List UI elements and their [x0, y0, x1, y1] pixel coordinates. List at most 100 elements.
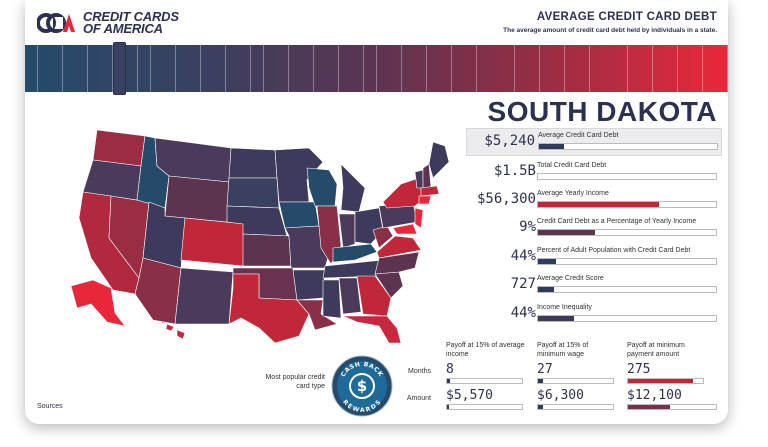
state-wa[interactable] — [92, 129, 146, 167]
strip-cell[interactable] — [414, 45, 428, 92]
strip-cell[interactable] — [137, 45, 152, 92]
state-nd[interactable] — [228, 147, 278, 179]
strip-cell[interactable] — [37, 45, 51, 92]
strip-cell[interactable] — [225, 45, 239, 92]
state-va[interactable] — [376, 235, 422, 259]
state-ma[interactable] — [420, 185, 440, 197]
state-md[interactable] — [392, 223, 418, 235]
stat-row[interactable]: $56,300 Average Yearly Income — [466, 187, 722, 215]
state-ky[interactable] — [332, 243, 378, 263]
strip-cell[interactable] — [564, 45, 578, 92]
payoff-amount-value: $6,300 — [537, 388, 584, 403]
us-map[interactable] — [53, 118, 453, 343]
strip-cell[interactable] — [665, 45, 679, 92]
strip-cell[interactable] — [602, 45, 616, 92]
strip-cell[interactable] — [589, 45, 603, 92]
strip-cell[interactable] — [376, 45, 390, 92]
strip-cell[interactable] — [263, 45, 277, 92]
strip-cell[interactable] — [100, 45, 114, 92]
state-al[interactable] — [338, 277, 362, 315]
state-co[interactable] — [180, 217, 246, 267]
stat-row[interactable]: $5,240 Average Credit Card Debt — [466, 128, 722, 156]
strip-cell[interactable] — [200, 45, 214, 92]
strip-cell[interactable] — [188, 45, 202, 92]
strip-cell[interactable] — [502, 45, 516, 92]
strip-cell[interactable] — [464, 45, 478, 92]
stat-row[interactable]: 727 Average Credit Score — [466, 272, 722, 300]
state-color-strip[interactable] — [25, 42, 728, 95]
strip-cell[interactable] — [313, 45, 327, 92]
state-wy[interactable] — [164, 175, 230, 223]
stat-bar — [537, 201, 717, 208]
strip-cell[interactable] — [702, 45, 716, 92]
strip-cell[interactable] — [677, 45, 691, 92]
strip-cell[interactable] — [652, 45, 666, 92]
strip-cell[interactable] — [627, 45, 641, 92]
strip-cell[interactable] — [250, 45, 264, 92]
strip-cell[interactable] — [552, 45, 566, 92]
strip-cell[interactable] — [426, 45, 440, 92]
strip-cell[interactable] — [213, 45, 227, 92]
strip-cell[interactable] — [125, 45, 139, 92]
state-in[interactable] — [338, 213, 356, 249]
stat-row[interactable]: 44% Income Inequality — [466, 301, 722, 329]
strip-cell[interactable] — [62, 45, 76, 92]
strip-cell[interactable] — [640, 45, 654, 92]
strip-cell[interactable] — [288, 45, 302, 92]
strip-cell[interactable] — [577, 45, 591, 92]
state-ak[interactable] — [70, 279, 126, 327]
strip-cell[interactable] — [163, 45, 177, 92]
stat-row[interactable]: $1.5B Total Credit Card Debt — [466, 159, 722, 187]
strip-cell[interactable] — [489, 45, 503, 92]
strip-cell[interactable] — [50, 45, 64, 92]
state-mi[interactable] — [340, 163, 366, 213]
strip-cell[interactable] — [451, 45, 465, 92]
state-mn[interactable] — [274, 147, 324, 203]
strip-selected-marker[interactable] — [112, 42, 126, 95]
strip-cell[interactable] — [150, 45, 164, 92]
strip-cell[interactable] — [276, 45, 290, 92]
strip-cell[interactable] — [326, 45, 340, 92]
strip-cell[interactable] — [389, 45, 403, 92]
state-wv[interactable] — [372, 225, 394, 249]
strip-cell[interactable] — [615, 45, 629, 92]
strip-cell[interactable] — [715, 45, 728, 92]
strip-cell[interactable] — [363, 45, 377, 92]
strip-cell[interactable] — [301, 45, 315, 92]
state-ia[interactable] — [278, 201, 320, 229]
strip-cell[interactable] — [539, 45, 553, 92]
state-ar[interactable] — [292, 269, 326, 301]
payoff-amount-value: $5,570 — [446, 388, 493, 403]
stat-row[interactable]: 44% Percent of Adult Population with Cred… — [466, 244, 722, 272]
state-ks[interactable] — [242, 233, 292, 267]
state-me[interactable] — [428, 141, 450, 179]
strip-cell[interactable] — [401, 45, 415, 92]
state-nj[interactable] — [414, 207, 424, 229]
state-fl[interactable] — [342, 315, 402, 343]
state-ms[interactable] — [322, 279, 342, 319]
strip-cell[interactable] — [527, 45, 541, 92]
cash-back-rewards-badge[interactable]: $ CASH BACK REWARDS — [331, 355, 393, 417]
state-az[interactable] — [134, 257, 182, 325]
strip-cell[interactable] — [87, 45, 101, 92]
state-tx[interactable] — [228, 273, 310, 343]
strip-cell[interactable] — [175, 45, 189, 92]
strip-cell[interactable] — [351, 45, 365, 92]
strip-cell[interactable] — [238, 45, 252, 92]
sources-link[interactable]: Sources — [37, 403, 63, 410]
strip-cell[interactable] — [514, 45, 528, 92]
state-nc[interactable] — [374, 251, 420, 275]
strip-cell[interactable] — [476, 45, 490, 92]
brand-logo[interactable]: CREDIT CARDS OF AMERICA — [37, 10, 179, 35]
strip-cell[interactable] — [338, 45, 352, 92]
strip-cell[interactable] — [690, 45, 704, 92]
state-sd[interactable] — [226, 177, 280, 209]
strip-cell[interactable] — [25, 45, 39, 92]
strip-cell[interactable] — [75, 45, 89, 92]
state-ga[interactable] — [356, 275, 392, 317]
state-wi[interactable] — [306, 167, 338, 207]
state-ct[interactable] — [418, 195, 432, 205]
stat-row[interactable]: 9% Credit Card Debt as a Percentage of Ye… — [466, 215, 722, 243]
strip-cell[interactable] — [439, 45, 453, 92]
state-nm[interactable] — [174, 267, 234, 325]
